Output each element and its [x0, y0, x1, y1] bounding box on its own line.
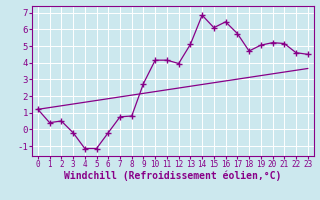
- X-axis label: Windchill (Refroidissement éolien,°C): Windchill (Refroidissement éolien,°C): [64, 171, 282, 181]
